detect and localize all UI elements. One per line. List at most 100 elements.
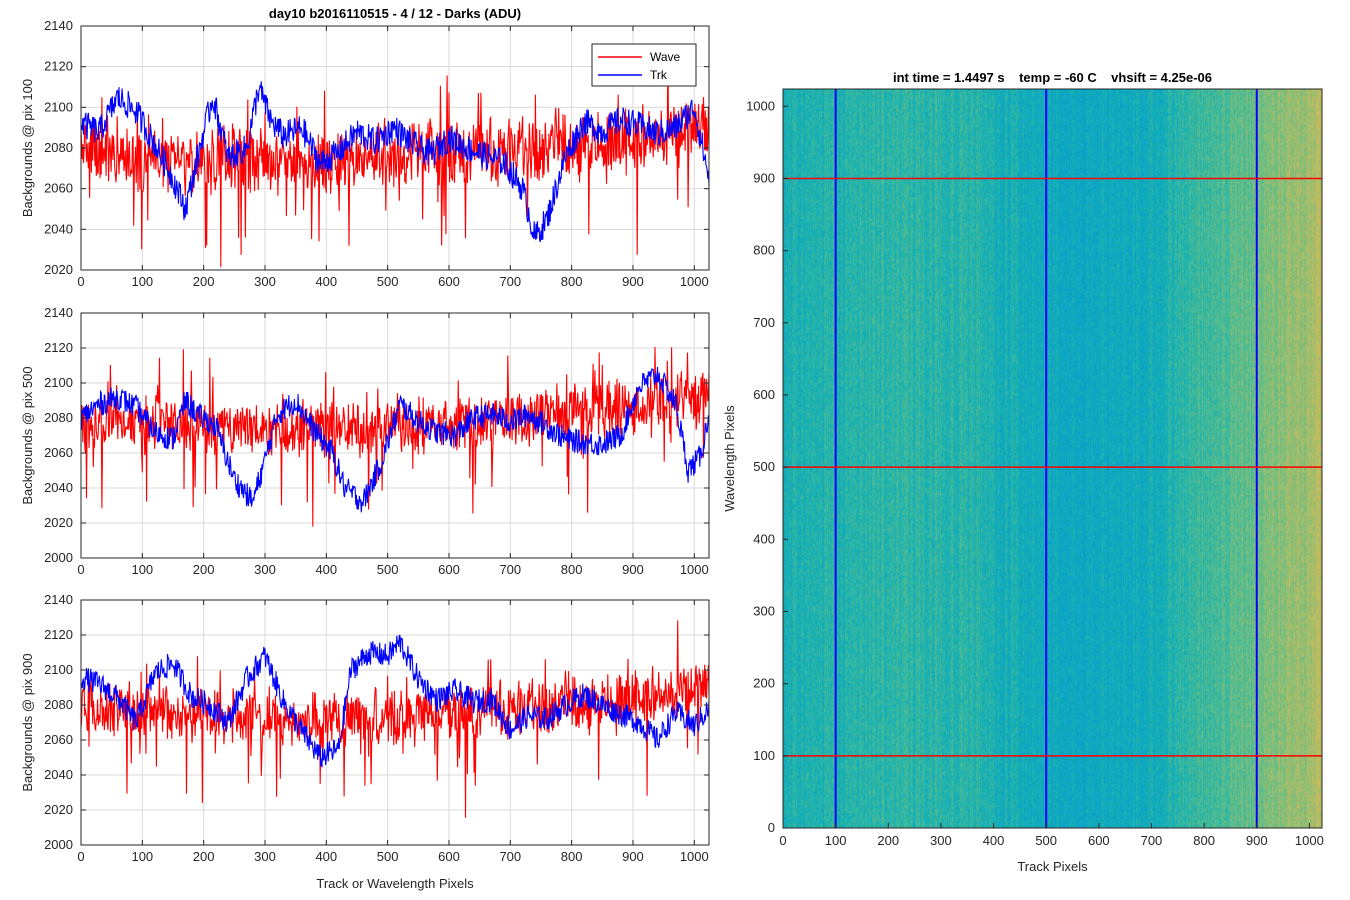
x-axis-label: Track Pixels (1017, 859, 1088, 874)
y-tick-label: 2020 (44, 802, 73, 817)
y-tick-label: 2080 (44, 697, 73, 712)
y-tick-label: 2060 (44, 181, 73, 196)
line-panel-1: 0 100 200 300 400 500 600 700 800 900 1000 2020 2040… (20, 6, 710, 289)
y-tick-label: 100 (753, 748, 775, 763)
series-wave-line (81, 346, 709, 527)
y-tick-label: 2100 (44, 99, 73, 114)
axes-box (80, 599, 710, 846)
x-tick-label: 300 (254, 274, 276, 289)
x-tick-label: 800 (561, 849, 583, 864)
x-tick-label: 200 (877, 833, 899, 848)
heatmap-title: int time = 1.4497 s temp = -60 C vhsift … (893, 70, 1212, 85)
x-tick-label: 800 (1193, 833, 1215, 848)
y-tick-label: 300 (753, 603, 775, 618)
y-tick-label: 2120 (44, 340, 73, 355)
y-tick-label: 2140 (44, 592, 73, 607)
x-tick-label: 700 (1141, 833, 1163, 848)
x-tick-label: 400 (315, 562, 337, 577)
x-tick-label: 100 (131, 274, 153, 289)
y-axis-label: Backgrounds @ pix 900 (20, 653, 35, 791)
y-axis-label: Backgrounds @ pix 500 (20, 366, 35, 504)
x-tick-label: 500 (1035, 833, 1057, 848)
series-wave-line (81, 620, 709, 818)
y-tick-label: 2040 (44, 767, 73, 782)
x-tick-label: 100 (131, 849, 153, 864)
legend-box (591, 43, 697, 87)
y-tick-label: 400 (753, 531, 775, 546)
axes-box (80, 312, 710, 559)
x-tick-label: 300 (254, 562, 276, 577)
y-tick-label: 2020 (44, 515, 73, 530)
heatmap-panel: 0 100 200 300 400 500 600 700 800 900 1000 0 100 200 3… (722, 70, 1324, 874)
y-tick-label: 2100 (44, 662, 73, 677)
legend-label-wave: Wave (650, 50, 681, 64)
x-tick-label: 0 (77, 562, 84, 577)
heatmap-image (783, 89, 1322, 828)
panel-title: day10 b2016110515 - 4 / 12 - Darks (ADU) (269, 6, 521, 21)
y-tick-label: 2120 (44, 627, 73, 642)
y-tick-label: 1000 (746, 98, 775, 113)
legend-label-trk: Trk (650, 68, 668, 82)
series-trk-line (81, 81, 709, 243)
x-tick-label: 300 (254, 849, 276, 864)
x-tick-label: 1000 (680, 562, 709, 577)
x-tick-label: 0 (779, 833, 786, 848)
heatmap-image-container (783, 89, 1322, 828)
y-tick-label: 2080 (44, 140, 73, 155)
x-tick-label: 500 (377, 562, 399, 577)
y-tick-label: 800 (753, 243, 775, 258)
legend: Wave Trk (591, 43, 697, 87)
x-tick-label: 400 (315, 274, 337, 289)
x-tick-label: 600 (438, 274, 460, 289)
y-tick-label: 2120 (44, 59, 73, 74)
y-tick-label: 2000 (44, 837, 73, 852)
y-tick-label: 2020 (44, 262, 73, 277)
x-tick-label: 400 (983, 833, 1005, 848)
x-tick-label: 300 (930, 833, 952, 848)
y-tick-label: 700 (753, 315, 775, 330)
y-tick-label: 2060 (44, 445, 73, 460)
y-tick-label: 0 (768, 820, 775, 835)
x-tick-label: 1000 (680, 274, 709, 289)
series-trk-line (81, 366, 709, 513)
x-tick-label: 800 (561, 274, 583, 289)
x-axis-label: Track or Wavelength Pixels (316, 876, 474, 891)
x-tick-label: 600 (438, 562, 460, 577)
x-tick-label: 900 (622, 562, 644, 577)
x-tick-label: 700 (499, 849, 521, 864)
y-tick-label: 2140 (44, 305, 73, 320)
x-tick-label: 400 (315, 849, 337, 864)
x-tick-label: 100 (131, 562, 153, 577)
line-panel-2: 0 100 200 300 400 500 600 700 800 900 1000 2000 2020… (20, 305, 710, 577)
x-tick-label: 200 (193, 274, 215, 289)
x-tick-label: 900 (1246, 833, 1268, 848)
x-tick-label: 500 (377, 274, 399, 289)
x-tick-label: 1000 (1295, 833, 1324, 848)
y-tick-label: 2100 (44, 375, 73, 390)
x-tick-label: 100 (825, 833, 847, 848)
x-tick-label: 0 (77, 274, 84, 289)
y-tick-label: 900 (753, 170, 775, 185)
x-tick-label: 800 (561, 562, 583, 577)
y-tick-label: 200 (753, 676, 775, 691)
y-tick-label: 600 (753, 387, 775, 402)
series-trk-line (81, 634, 709, 768)
x-tick-label: 700 (499, 274, 521, 289)
y-axis-label: Backgrounds @ pix 100 (20, 79, 35, 217)
x-tick-label: 700 (499, 562, 521, 577)
y-tick-label: 2060 (44, 732, 73, 747)
y-tick-label: 2140 (44, 18, 73, 33)
x-tick-label: 200 (193, 849, 215, 864)
y-tick-label: 2040 (44, 221, 73, 236)
y-tick-label: 2000 (44, 550, 73, 565)
x-tick-label: 900 (622, 274, 644, 289)
y-tick-label: 500 (753, 459, 775, 474)
x-tick-label: 600 (1088, 833, 1110, 848)
x-tick-label: 1000 (680, 849, 709, 864)
heatmap-axes-box (782, 88, 1323, 829)
series-wave-line (81, 50, 709, 268)
y-tick-label: 2080 (44, 410, 73, 425)
line-panel-3: 0 100 200 300 400 500 600 700 800 900 1000 2000 2020… (20, 592, 710, 891)
x-tick-label: 0 (77, 849, 84, 864)
